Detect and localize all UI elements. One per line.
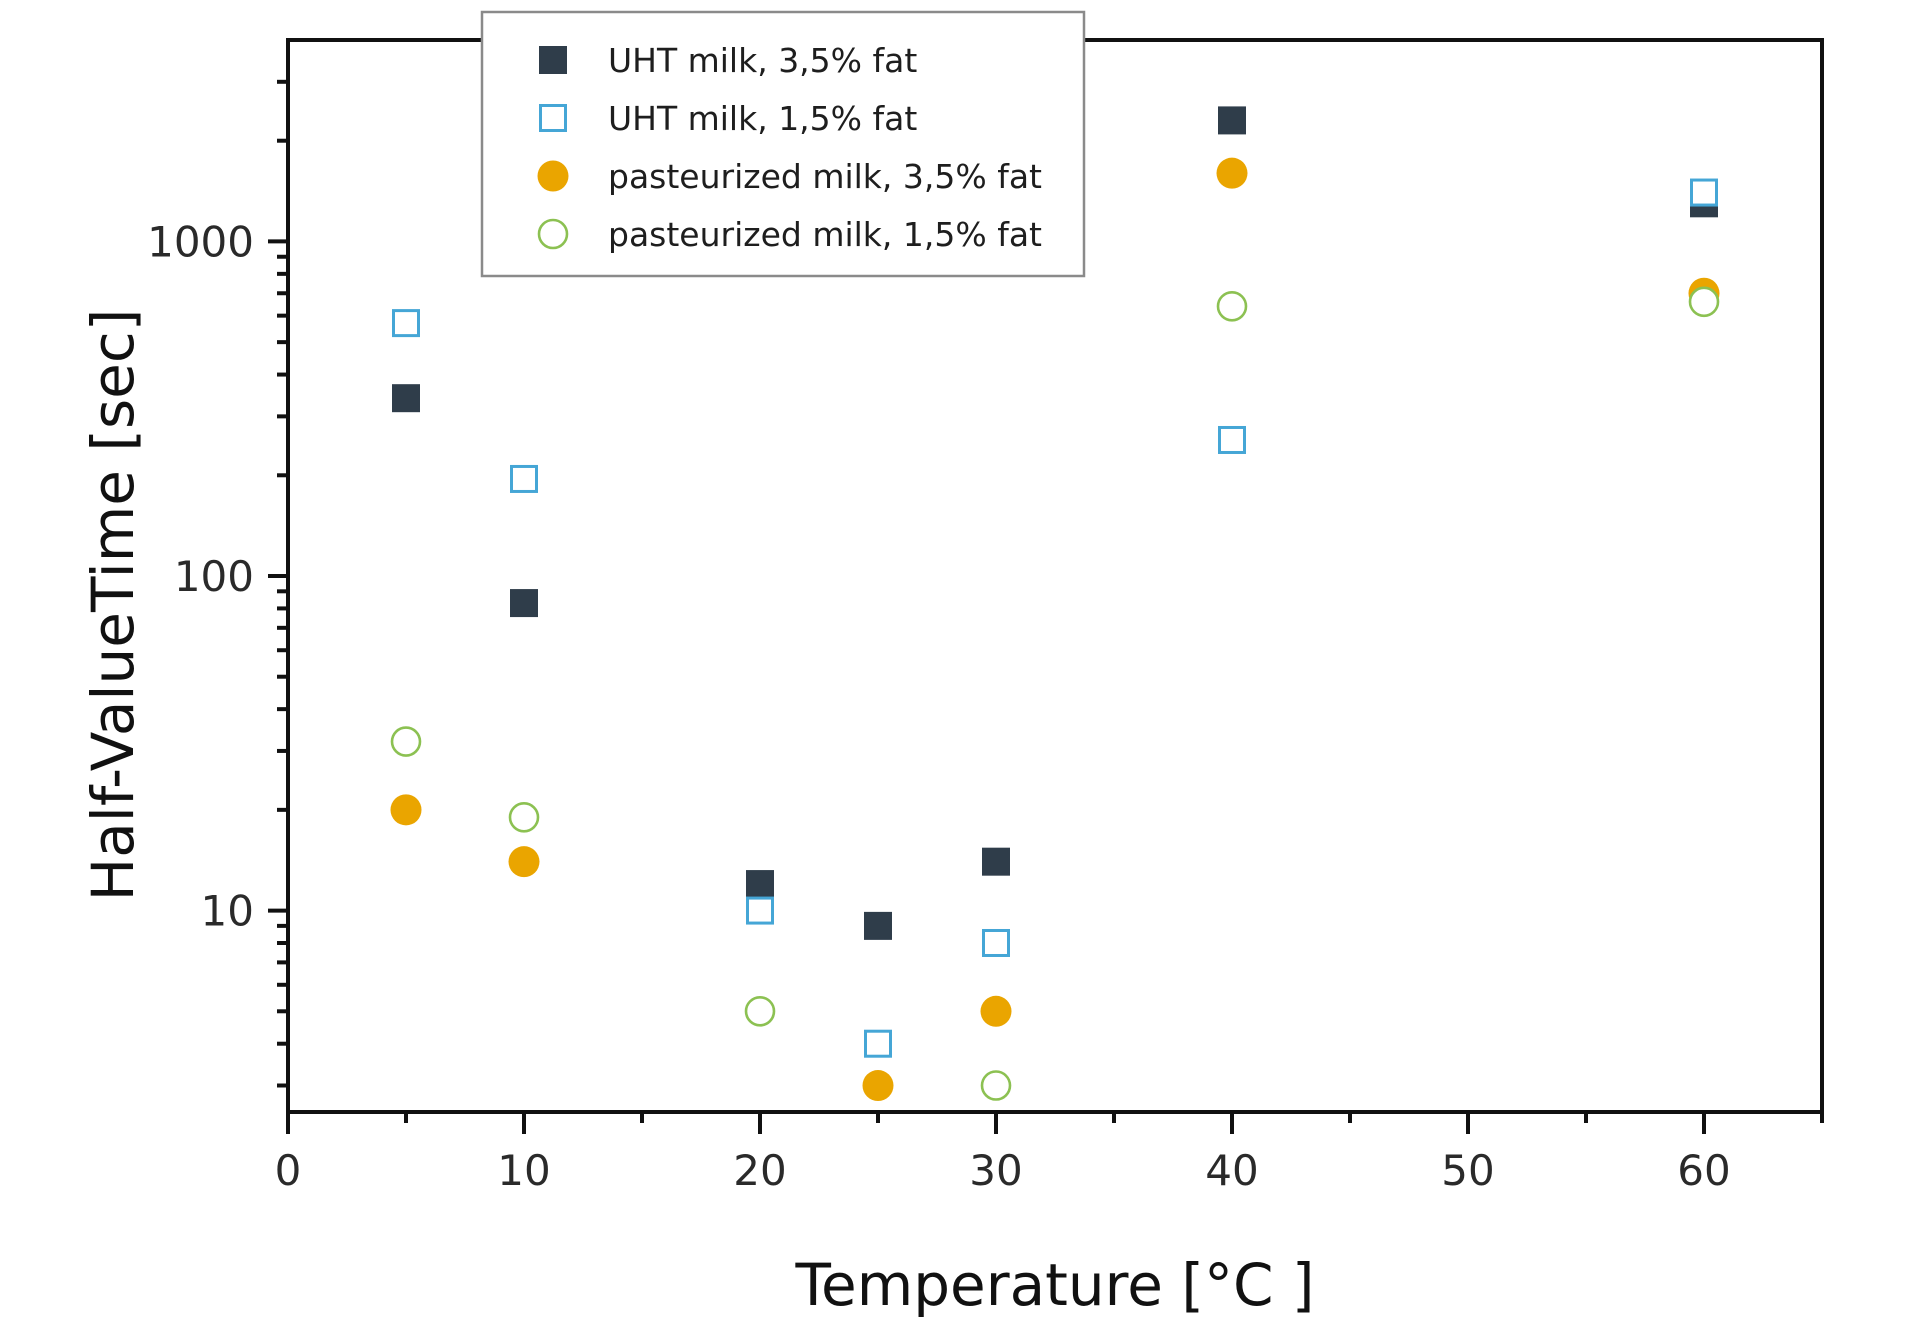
x-tick-label: 30 [969, 1146, 1022, 1195]
x-tick-label: 0 [275, 1146, 302, 1195]
x-tick-label: 20 [733, 1146, 786, 1195]
data-point [390, 726, 422, 757]
data-point [392, 309, 420, 338]
legend-item: UHT milk, 3,5% fat [539, 41, 917, 80]
data-point [1216, 290, 1248, 322]
legend-item: UHT milk, 1,5% fat [539, 99, 917, 138]
legend-label: UHT milk, 1,5% fat [608, 99, 917, 138]
data-point [1690, 178, 1718, 207]
data-point [1218, 106, 1246, 135]
series-4 [390, 286, 1720, 1101]
legend-label: UHT milk, 3,5% fat [608, 41, 917, 80]
x-tick-label: 60 [1677, 1146, 1730, 1195]
legend-marker-icon [537, 160, 569, 192]
x-tick-label: 10 [497, 1146, 550, 1195]
legend-box [480, 10, 1086, 278]
axis-tick-labels: 0 10 20 30 40 50 60 10 100 1000 [147, 217, 1731, 1195]
legend-marker-icon [539, 46, 567, 74]
series-2 [392, 178, 1718, 1058]
legend-item: pasteurized milk, 3,5% fat [537, 157, 1042, 196]
data-point [1218, 425, 1246, 454]
data-point [982, 847, 1010, 876]
data-point [864, 911, 892, 940]
x-axis-title: Temperature [°C ] [794, 1251, 1314, 1319]
legend-marker-icon [539, 104, 567, 132]
data-point [1216, 157, 1248, 189]
data-point [744, 995, 776, 1027]
data-point [508, 846, 540, 878]
legend: UHT milk, 3,5% fat UHT milk, 1,5% fat past… [480, 10, 1086, 278]
data-point [980, 995, 1012, 1027]
data-point [864, 1029, 892, 1058]
data-point [982, 928, 1010, 957]
y-tick-label: 100 [174, 552, 254, 601]
data-points [390, 106, 1720, 1102]
legend-items: UHT milk, 3,5% fat UHT milk, 1,5% fat past… [537, 41, 1042, 254]
x-tick-label: 50 [1441, 1146, 1494, 1195]
legend-label: pasteurized milk, 3,5% fat [608, 157, 1042, 196]
data-point [510, 589, 538, 618]
data-point [392, 384, 420, 413]
data-point [508, 802, 540, 833]
legend-item: pasteurized milk, 1,5% fat [537, 215, 1042, 254]
data-point [746, 896, 774, 925]
data-point [1688, 286, 1720, 318]
legend-marker-icon [537, 218, 569, 250]
data-point [862, 1070, 894, 1102]
data-point [510, 464, 538, 493]
data-point [746, 870, 774, 899]
data-point [980, 1070, 1012, 1101]
x-tick-label: 40 [1205, 1146, 1258, 1195]
y-tick-label: 10 [201, 887, 254, 936]
legend-label: pasteurized milk, 1,5% fat [608, 215, 1042, 254]
y-axis-title: Half-ValueTime [sec] [79, 309, 147, 902]
data-point [390, 794, 422, 826]
y-tick-label: 1000 [147, 217, 254, 266]
series-3 [390, 157, 1720, 1102]
